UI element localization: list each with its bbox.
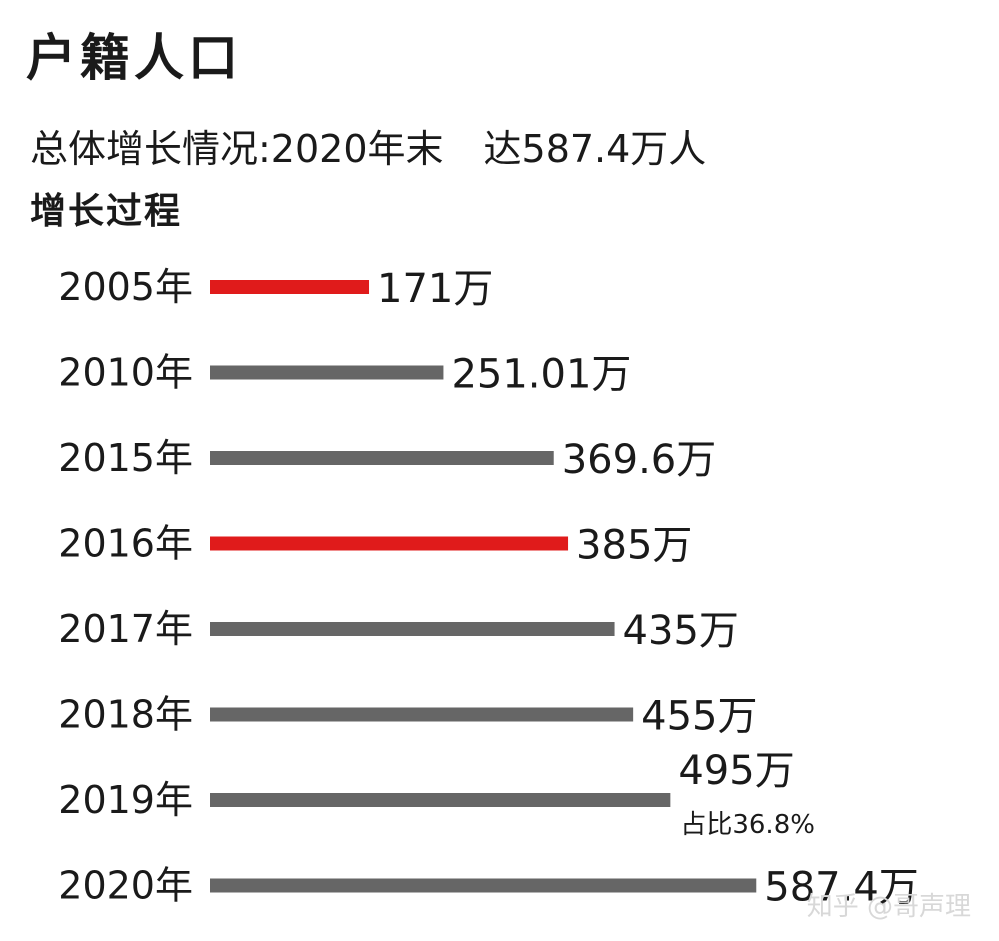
annotation-label: 占比36.8% [680,810,815,840]
bar [210,536,569,551]
page-title: 户籍人口 [26,29,242,87]
bar [210,280,370,294]
category-label: 2010年 [58,351,193,395]
category-label: 2018年 [58,693,193,737]
category-label: 2020年 [58,864,193,908]
bar [210,365,444,380]
summary-value: 达587.4万人 [483,127,707,171]
value-label: 455万 [641,694,757,740]
category-label: 2017年 [58,607,193,651]
bar [210,622,615,636]
value-label: 385万 [576,523,692,569]
summary-prefix: 总体增长情况:2020年末 [30,127,444,171]
value-label: 435万 [623,608,739,654]
section-heading: 增长过程 [30,191,183,232]
summary-line: 总体增长情况:2020年末 达587.4万人 [30,118,706,173]
bar [210,793,671,807]
watermark: 知乎 @哥声理 [806,892,971,922]
value-label: 495万 [678,748,794,794]
value-label: 587.4万 [764,865,919,911]
category-label: 2019年 [58,778,193,822]
value-label: 171万 [377,266,493,312]
bar [210,707,634,722]
value-label: 251.01万 [451,352,631,398]
category-label: 2016年 [58,522,193,566]
category-label: 2005年 [58,265,193,309]
bar [210,878,757,893]
bar [210,451,554,465]
category-label: 2015年 [58,436,193,480]
value-label: 369.6万 [562,437,717,483]
